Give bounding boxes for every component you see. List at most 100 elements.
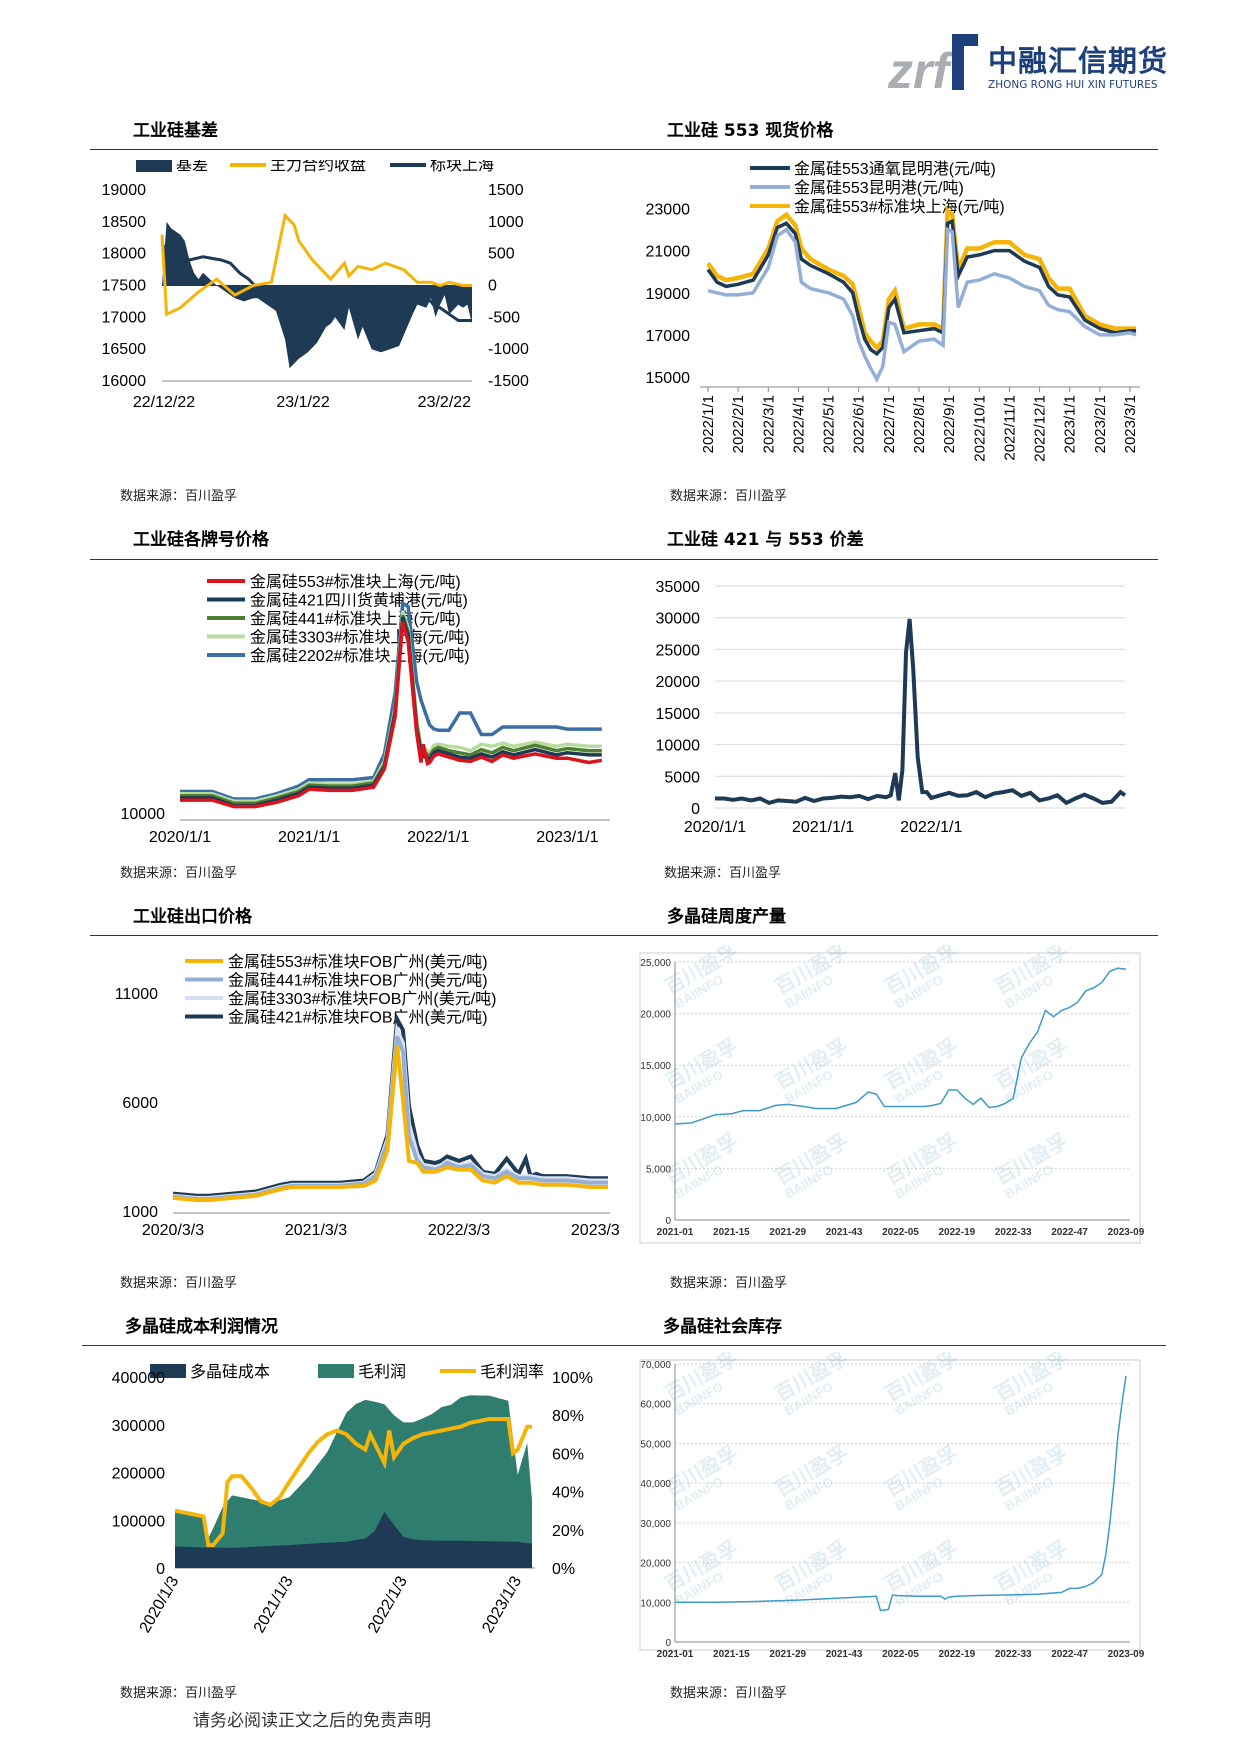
y-left-tick: 200000	[112, 1466, 165, 1483]
panel-title: 工业硅基差	[133, 121, 218, 141]
y-left-tick: 19000	[102, 182, 147, 199]
legend-label: 金属硅3303#标准块FOB广州(美元/吨)	[228, 990, 497, 1008]
logo-cn: 中融汇信期货	[988, 44, 1169, 78]
x-tick: 2021-01	[657, 1227, 694, 1238]
x-tick: 2023/3/3	[571, 1222, 620, 1239]
data-source: 数据来源：百川盈孚	[120, 1686, 238, 1701]
legend-label: 标块上海	[430, 160, 494, 174]
y-right-tick: 40%	[552, 1485, 584, 1502]
x-tick: 2020/1/1	[149, 829, 211, 846]
y-left-tick: 16500	[102, 341, 147, 358]
x-tick: 2022-47	[1051, 1649, 1088, 1660]
logo-mark: zrf	[887, 34, 978, 99]
y-tick: 25,000	[640, 958, 671, 969]
data-source: 数据来源：百川盈孚	[670, 1276, 788, 1291]
legend-label: 金属硅553#标准块上海(元/吨)	[250, 573, 461, 591]
y-right-tick: 20%	[552, 1523, 584, 1540]
y-left-tick: 17000	[102, 309, 147, 326]
data-source: 数据来源：百川盈孚	[120, 489, 238, 504]
y-right-tick: -1500	[488, 373, 529, 390]
x-tick: 2023/1/3	[479, 1573, 525, 1636]
series-line-spread	[715, 618, 1127, 806]
y-tick: 5,000	[646, 1164, 671, 1175]
y-left-tick: 300000	[112, 1418, 165, 1435]
spread-421-553-chart: 0 5000 10000 15000 20000 25000 30000 35000 2020/…	[656, 579, 1127, 836]
y-right-tick: 1000	[488, 214, 524, 231]
spot-553-chart: 金属硅553通氧昆明港(元/吨)金属硅553昆明港(元/吨)金属硅553#标准块…	[646, 160, 1140, 462]
y-right-tick: 0	[488, 278, 497, 295]
x-tick: 23/2/22	[418, 394, 471, 411]
x-tick: 2021-43	[826, 1227, 863, 1238]
y-tick: 10000	[656, 738, 701, 755]
series-line-tongyang	[706, 218, 1136, 357]
x-tick: 2022-05	[882, 1227, 919, 1238]
y-tick: 10,000	[640, 1113, 671, 1124]
x-tick: 2022/5/1	[821, 395, 838, 453]
y-tick: 35000	[656, 579, 701, 596]
x-tick: 2023/1/1	[1062, 395, 1079, 453]
y-tick: 15000	[646, 370, 691, 387]
panel-title: 多晶硅社会库存	[663, 1317, 782, 1337]
y-tick: 10000	[121, 806, 166, 823]
series-line-553	[180, 621, 603, 809]
y-tick: 0	[665, 1638, 671, 1649]
polysilicon-cost-profit-chart: 多晶硅成本 毛利润 毛利润率 0 100000 200000 300000 400000 0% 2…	[112, 1363, 593, 1636]
series-line	[675, 1375, 1127, 1611]
x-tick: 2020/1/1	[684, 819, 746, 836]
x-tick: 2021/3/3	[285, 1222, 347, 1239]
series-line-margin	[174, 1417, 532, 1548]
x-tick: 2022/6/1	[851, 395, 868, 453]
y-tick: 23000	[646, 202, 691, 219]
y-tick: 15000	[656, 706, 701, 723]
basis-chart: 基差 主力合约收盘 标块上海 16000 16500 17000 17500 18000 185…	[102, 160, 529, 411]
legend-label: 基差	[176, 160, 208, 174]
x-tick: 2023-09	[1108, 1227, 1145, 1238]
x-tick: 2022/4/1	[790, 395, 807, 453]
y-tick: 11000	[115, 986, 158, 1003]
y-tick: 0	[665, 1216, 671, 1227]
logo-en: ZHONG RONG HUI XIN FUTURES	[988, 79, 1158, 91]
data-source: 数据来源：百川盈孚	[664, 866, 782, 881]
legend-label: 金属硅553#标准块FOB广州(美元/吨)	[228, 953, 488, 971]
y-tick: 5000	[664, 769, 700, 786]
x-tick: 2022-47	[1051, 1227, 1088, 1238]
x-tick: 2022/11/1	[1001, 395, 1018, 461]
x-tick: 2020/1/3	[137, 1573, 183, 1636]
y-tick: 21000	[646, 244, 691, 261]
y-tick: 70,000	[640, 1360, 671, 1371]
panel-title: 工业硅各牌号价格	[133, 530, 269, 550]
divider	[82, 1345, 1166, 1346]
logo: zrf	[887, 30, 1188, 99]
divider	[90, 559, 1158, 560]
x-tick: 2021-15	[713, 1227, 750, 1238]
panel-title: 工业硅出口价格	[133, 907, 252, 927]
y-tick: 1000	[122, 1204, 158, 1221]
divider	[90, 935, 1158, 936]
legend-label: 金属硅553昆明港(元/吨)	[794, 179, 964, 197]
series-line-421	[172, 1012, 608, 1198]
x-tick: 2022/10/1	[971, 395, 988, 462]
y-right-tick: 500	[488, 246, 515, 263]
panel-title: 多晶硅成本利润情况	[125, 1317, 278, 1337]
x-tick: 2022/8/1	[911, 395, 928, 453]
divider	[90, 149, 1158, 150]
y-left-tick: 400000	[112, 1370, 165, 1387]
x-tick: 2021-01	[657, 1649, 694, 1660]
series-line	[674, 967, 1127, 1125]
x-tick: 2022/3/1	[760, 395, 777, 453]
y-tick: 10,000	[640, 1598, 671, 1609]
panel-title: 工业硅 421 与 553 价差	[667, 530, 864, 550]
logo-mark-letters: zrf	[888, 43, 953, 94]
y-tick: 6000	[122, 1095, 158, 1112]
x-tick: 2023/2/1	[1092, 395, 1109, 453]
data-source: 数据来源：百川盈孚	[120, 1276, 238, 1291]
panel-title: 工业硅 553 现货价格	[667, 121, 834, 141]
legend-label: 金属硅3303#标准块上海(元/吨)	[250, 629, 470, 647]
x-tick: 2021-43	[826, 1649, 863, 1660]
data-source: 数据来源：百川盈孚	[670, 489, 788, 504]
y-tick: 0	[691, 801, 700, 818]
legend-label: 金属硅421#标准块FOB广州(美元/吨)	[228, 1009, 488, 1027]
x-tick: 2023/3/1	[1122, 395, 1139, 453]
legend-label: 金属硅441#标准块上海(元/吨)	[250, 610, 461, 628]
